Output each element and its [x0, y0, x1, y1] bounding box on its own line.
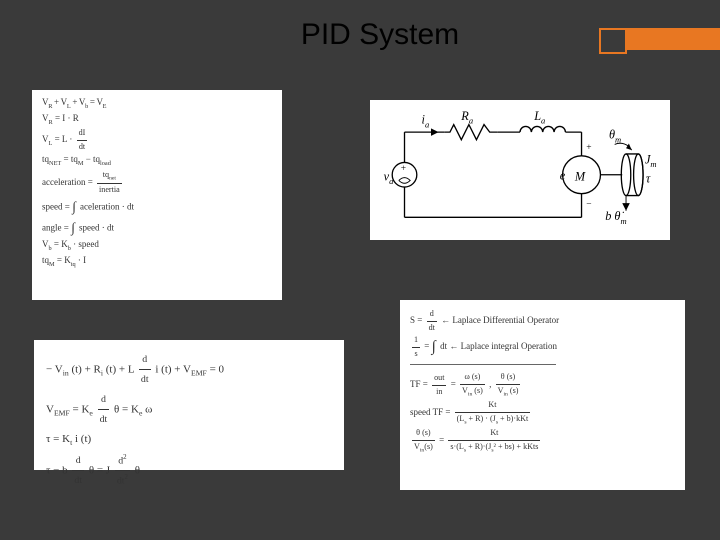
eq-vemf: VEMF = Ke ddt θ = Ke ω: [46, 390, 332, 430]
eq-speed-tf: speed TF = Kt(Ls + R) · (Js + b)·kKt: [410, 399, 675, 427]
eq-speed: speed = ∫ aceleration · dt: [42, 197, 272, 218]
equations-diff-panel: − Vin (t) + Ri (t) + L ddt i (t) + VEMF …: [34, 340, 344, 470]
laplace-tf-panel: S = ddt ← Laplace Differential Operator …: [400, 300, 685, 490]
svg-text:+: +: [586, 143, 591, 153]
equations-basic-panel: VR + VL + Vb = VE VR = I · R VL = L · dI…: [32, 90, 282, 300]
eq-1-over-s: 1s = ∫ dt ← Laplace integral Operation: [410, 334, 675, 360]
eq-kvl-time: − Vin (t) + Ri (t) + L ddt i (t) + VEMF …: [46, 350, 332, 390]
eq-tqm: tqM = Ktq · I: [42, 254, 272, 270]
eq-vb: Vb = Kb · speed: [42, 238, 272, 254]
motor-circuit-panel: + va ia Ra La + M e −: [370, 100, 670, 240]
svg-text:e: e: [560, 168, 566, 182]
svg-text:M: M: [574, 169, 586, 183]
svg-text:Ra: Ra: [460, 109, 473, 126]
svg-text:+: +: [401, 164, 406, 174]
eq-tf-def: TF = outin = ω (s)Vin (s) , θ (s)Vin (s): [410, 371, 675, 399]
eq-vl: VL = L · dIdt: [42, 127, 272, 153]
eq-torque: τ = Kt i (t): [46, 429, 332, 450]
svg-text:τ: τ: [646, 171, 651, 185]
svg-text:La: La: [533, 109, 545, 126]
eq-kvl: VR + VL + Vb = VE: [42, 96, 272, 112]
svg-text:Jm: Jm: [645, 152, 657, 169]
eq-vr: VR = I · R: [42, 112, 272, 128]
eq-motion: τ − b ddt θ = J d2dt2 θ: [46, 451, 332, 491]
eq-theta-tf: θ (s)Vin(s) = Kts·(Ls + R)·(Js² + bs) + …: [410, 427, 675, 455]
eq-angle: angle = ∫ speed · dt: [42, 218, 272, 239]
eq-s-operator: S = ddt ← Laplace Differential Operator: [410, 308, 675, 334]
svg-text:ia: ia: [422, 113, 430, 130]
svg-text:b θ̇m: b θ̇m: [605, 209, 626, 226]
divider: [410, 364, 556, 365]
accent-bar: [625, 28, 720, 50]
motor-circuit-svg: + va ia Ra La + M e −: [378, 108, 662, 232]
svg-text:−: −: [586, 200, 591, 210]
svg-text:θm: θm: [609, 128, 621, 145]
eq-accel: acceleration = tqnetinertia: [42, 169, 272, 197]
eq-tqnet: tqNET = tqM − tqload: [42, 153, 272, 169]
